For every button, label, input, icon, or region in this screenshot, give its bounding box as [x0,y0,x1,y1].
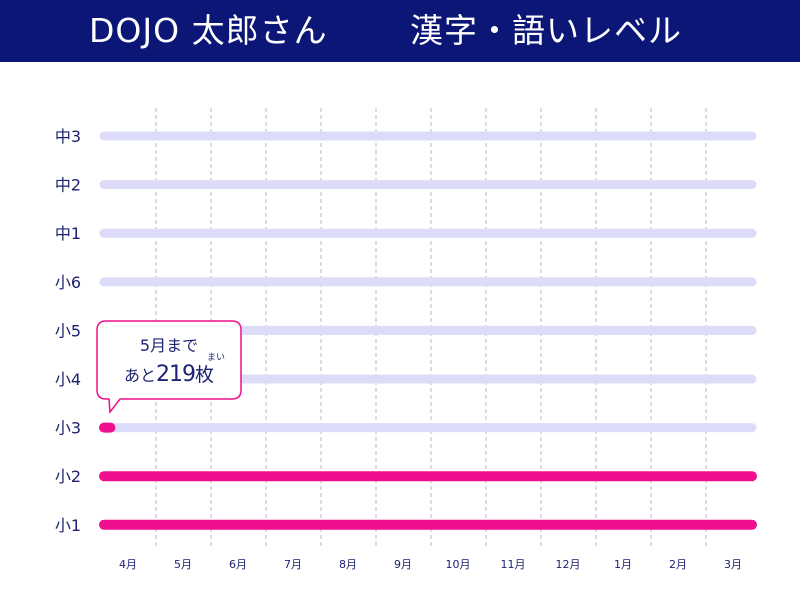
level-label: 小1 [55,516,81,535]
level-label: 中3 [55,127,81,146]
callout-ruby: まい [206,353,225,363]
remaining-callout: 5月まで まい あと219枚 [96,320,242,414]
header-bar: DOJO 太郎さん 漢字・語いレベル [0,0,800,62]
callout-number: 219 [156,362,196,387]
month-label: 7月 [284,558,302,571]
progress-chart: 中3 中2 中1 小6 小5 小4 小3 小2 小1 4月 5月 6月 7月 8月 9月 10月 11月 12月 1… [55,108,757,571]
student-name: DOJO 太郎さん [89,11,328,50]
level-label: 中1 [55,224,81,243]
callout-unit: 枚 [195,364,215,386]
level-label: 小5 [55,321,81,340]
page-title: 漢字・語いレベル [410,11,682,50]
month-label: 11月 [501,558,526,571]
month-label: 8月 [339,558,357,571]
callout-remaining: あと219枚 [96,360,242,387]
level-label: 小2 [55,467,81,486]
month-label: 2月 [669,558,687,571]
month-label: 10月 [446,558,471,571]
month-label: 6月 [229,558,247,571]
callout-bubble [96,320,242,414]
level-label: 小3 [55,419,81,438]
month-label: 4月 [119,558,137,571]
month-label: 9月 [394,558,412,571]
level-label: 小6 [55,273,81,292]
callout-prefix: あと [123,366,156,385]
level-label: 中2 [55,176,81,195]
month-label: 1月 [614,558,632,571]
month-label: 3月 [724,558,742,571]
month-label: 5月 [174,558,192,571]
month-label: 12月 [556,558,581,571]
level-label: 小4 [55,370,81,389]
callout-deadline: 5月まで [139,336,199,355]
